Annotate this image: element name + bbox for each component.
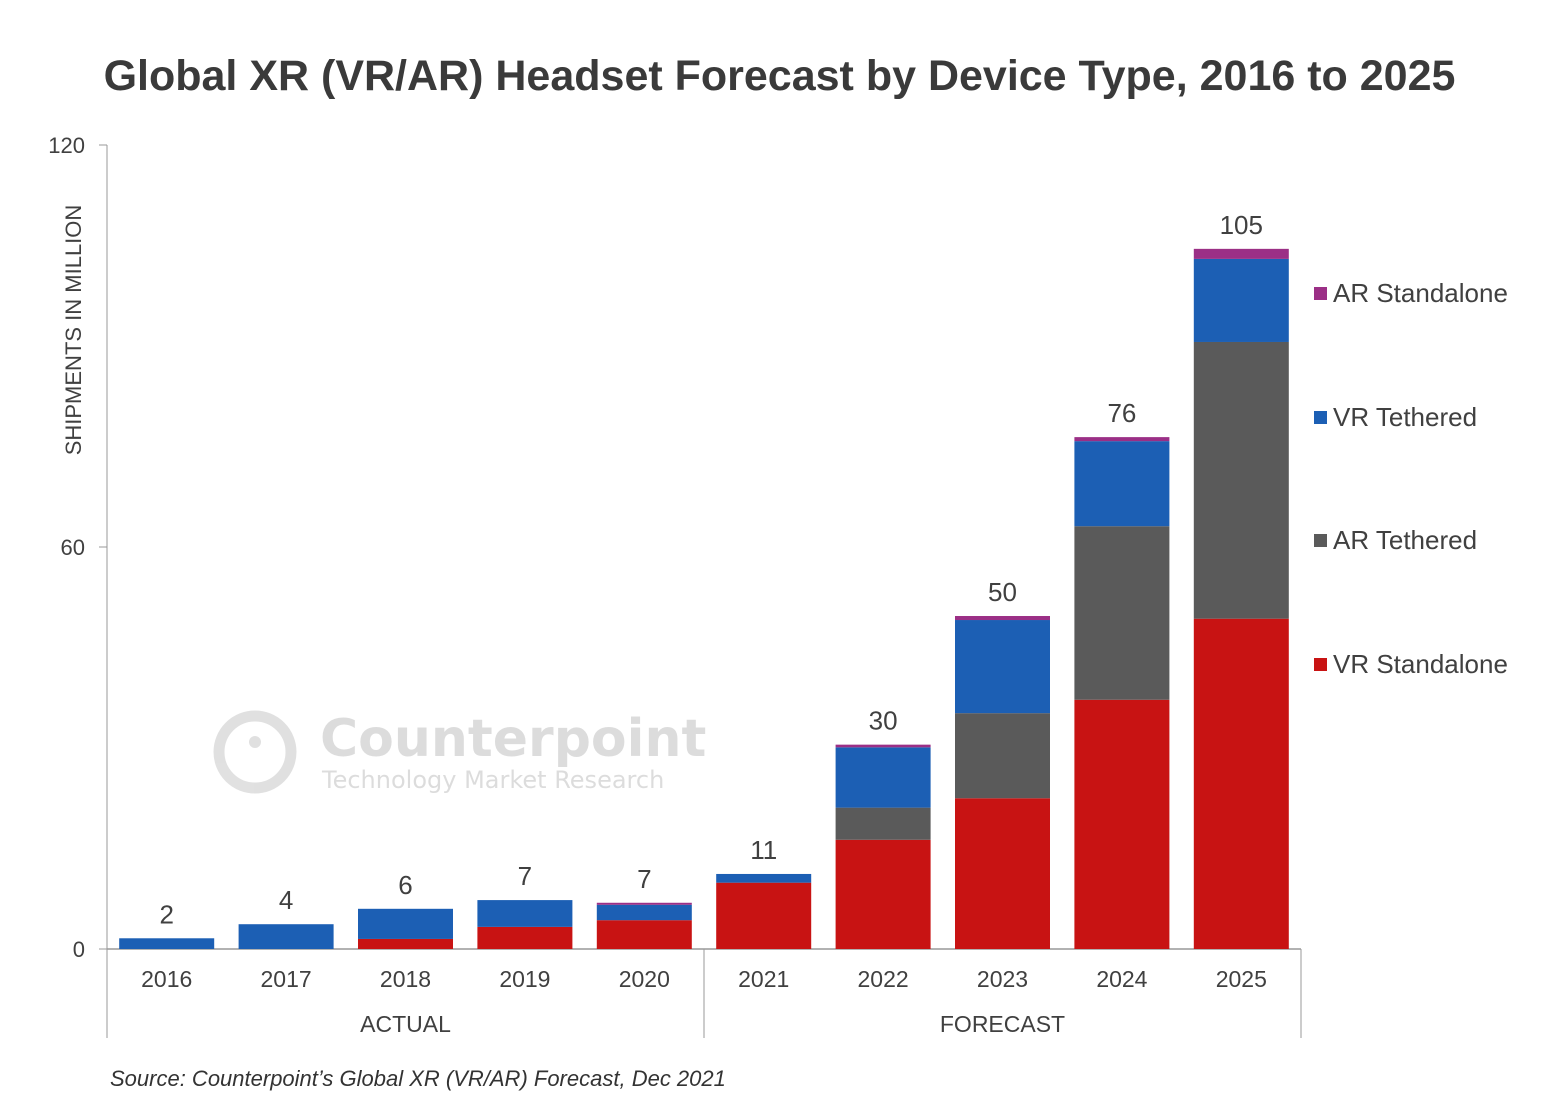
bar-vr-standalone	[716, 882, 812, 949]
total-data-label: 7	[637, 864, 651, 894]
watermark-name: Counterpoint	[320, 709, 706, 769]
bar-vr-tethered	[716, 873, 812, 883]
total-data-label: 50	[988, 577, 1017, 607]
x-tick-label: 2021	[738, 966, 789, 992]
chart-title: Global XR (VR/AR) Headset Forecast by De…	[103, 52, 1456, 100]
total-data-label: 4	[279, 885, 293, 915]
total-data-label: 30	[869, 706, 898, 736]
bar-ar-tethered	[955, 713, 1050, 799]
bar-vr-standalone	[477, 926, 573, 949]
legend-item: VR Tethered	[1314, 402, 1477, 433]
bar-ar-standalone	[596, 902, 692, 905]
bar-vr-tethered	[119, 938, 215, 949]
x-tick-label: 2020	[619, 966, 670, 992]
bar-vr-tethered	[1193, 258, 1289, 342]
bar-vr-standalone	[1193, 618, 1289, 949]
legend-label: AR Standalone	[1333, 278, 1508, 308]
bar-vr-tethered	[596, 904, 692, 921]
total-data-label: 76	[1107, 398, 1136, 428]
x-tick-label: 2023	[977, 966, 1028, 992]
legend-swatch	[1314, 411, 1327, 424]
bar-ar-tethered	[1074, 526, 1170, 700]
legend-label: AR Tethered	[1333, 525, 1478, 555]
source-note: Source: Counterpoint’s Global XR (VR/AR)…	[110, 1066, 726, 1091]
x-tick-label: 2019	[499, 966, 550, 992]
x-tick-label: 2022	[858, 966, 909, 992]
bar-vr-standalone	[955, 798, 1050, 949]
x-tick-label: 2018	[380, 966, 431, 992]
counterpoint-watermark-logo: Counterpoint Technology Market Research	[213, 709, 706, 794]
total-data-label: 6	[398, 870, 412, 900]
x-tick-label: 2025	[1216, 966, 1267, 992]
bar-ar-standalone	[1074, 437, 1170, 442]
bar-vr-standalone	[835, 839, 931, 949]
bar-ar-tethered	[1193, 341, 1289, 619]
total-data-label: 7	[518, 861, 532, 891]
total-data-label: 105	[1220, 210, 1263, 240]
bar-ar-standalone	[835, 744, 931, 748]
y-tick-label: 0	[73, 937, 85, 962]
bar-ar-tethered	[835, 807, 931, 840]
group-label: FORECAST	[940, 1011, 1065, 1037]
x-tick-label: 2017	[261, 966, 312, 992]
watermark-tagline: Technology Market Research	[321, 766, 664, 794]
bar-ar-standalone	[1193, 248, 1289, 259]
legend-swatch	[1314, 534, 1327, 547]
legend-label: VR Tethered	[1333, 402, 1478, 432]
bar-vr-standalone	[358, 938, 453, 949]
legend-item: AR Standalone	[1314, 278, 1508, 309]
bar-vr-tethered	[835, 747, 931, 808]
legend-swatch	[1314, 658, 1327, 671]
legend-label: VR Standalone	[1333, 649, 1508, 679]
y-tick-label: 120	[48, 133, 85, 158]
bar-vr-tethered	[1074, 441, 1170, 527]
bar-vr-tethered	[358, 908, 453, 939]
group-label: ACTUAL	[360, 1011, 451, 1037]
legend-item: AR Tethered	[1314, 525, 1477, 556]
legend-item: VR Standalone	[1314, 649, 1508, 680]
legend-swatch	[1314, 287, 1327, 300]
bar-vr-standalone	[596, 920, 692, 949]
bar-vr-standalone	[1074, 699, 1170, 949]
total-data-label: 11	[750, 835, 777, 865]
x-tick-label: 2024	[1096, 966, 1147, 992]
total-data-label: 2	[159, 899, 173, 929]
bar-vr-tethered	[955, 620, 1050, 714]
bar-ar-standalone	[955, 616, 1050, 621]
bar-vr-tethered	[238, 924, 334, 949]
y-tick-label: 60	[61, 535, 85, 560]
x-tick-label: 2016	[141, 966, 192, 992]
bar-vr-tethered	[477, 900, 573, 927]
